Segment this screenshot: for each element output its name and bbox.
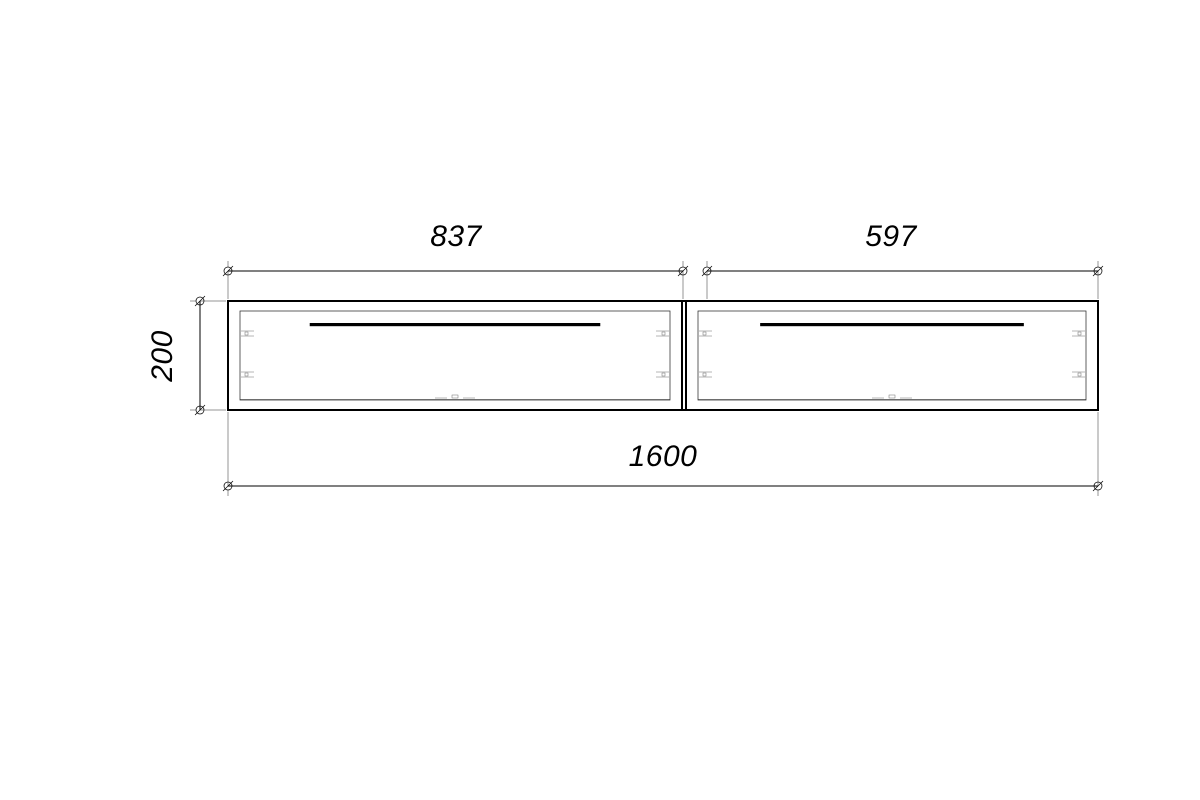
dimension-width-right: 597 — [707, 220, 1098, 271]
dimension-height-value: 200 — [146, 330, 179, 383]
compartment — [240, 311, 670, 400]
elevation-object — [228, 301, 1098, 410]
dimension-width-total-value: 1600 — [629, 440, 698, 473]
technical-drawing: 200 837 597 1600 — [0, 0, 1200, 800]
dimension-width-total: 1600 — [228, 440, 1098, 486]
dimension-width-right-value: 597 — [865, 220, 917, 253]
dimension-width-left-value: 837 — [430, 220, 482, 253]
dimension-width-left: 837 — [228, 220, 683, 271]
dimension-height: 200 — [146, 301, 200, 410]
compartment — [698, 311, 1086, 400]
